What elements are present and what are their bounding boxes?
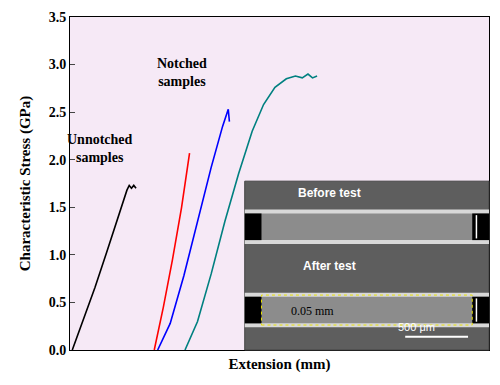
- svg-text:0.5: 0.5: [49, 295, 67, 310]
- svg-text:3.0: 3.0: [49, 57, 67, 72]
- svg-text:Notchedsamples: Notchedsamples: [157, 56, 207, 89]
- svg-text:Unnotchedsamples: Unnotchedsamples: [67, 132, 133, 165]
- svg-text:1.0: 1.0: [49, 248, 67, 263]
- svg-text:Characteristic Stress (GPa): Characteristic Stress (GPa): [17, 96, 34, 272]
- svg-text:1.5: 1.5: [49, 200, 67, 215]
- svg-text:0.05 mm: 0.05 mm: [291, 304, 334, 318]
- svg-text:3.5: 3.5: [49, 10, 67, 25]
- svg-text:0.0: 0.0: [49, 343, 67, 358]
- svg-text:Before test: Before test: [298, 186, 361, 200]
- svg-text:After test: After test: [303, 259, 356, 273]
- svg-text:500 μm: 500 μm: [398, 321, 435, 333]
- svg-text:Extension (mm): Extension (mm): [228, 356, 330, 373]
- svg-text:2.5: 2.5: [49, 105, 67, 120]
- svg-text:2.0: 2.0: [49, 153, 67, 168]
